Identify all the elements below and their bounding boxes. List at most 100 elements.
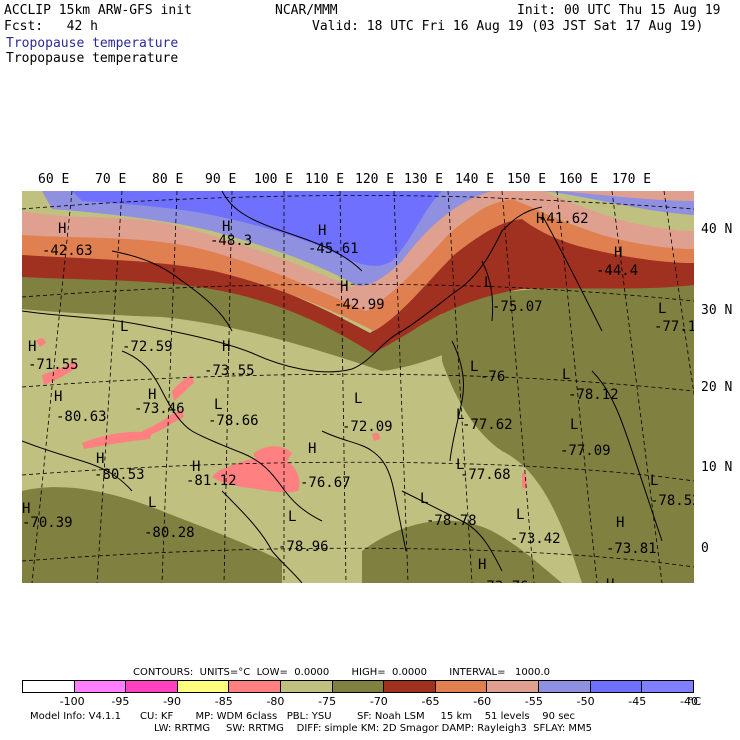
valid-time: Valid: 18 UTC Fri 16 Aug 19 (03 JST Sat … — [312, 19, 704, 34]
extremum-value: -78.12 — [568, 387, 619, 403]
color-bar — [22, 680, 694, 693]
lon-label: 140 E — [455, 172, 495, 187]
extremum-value: -73.42 — [510, 531, 561, 547]
extremum-value: -77.1 — [654, 319, 694, 335]
shade-blue-core — [72, 191, 442, 266]
color-bar-label: -100 — [59, 695, 85, 708]
color-swatch — [229, 681, 282, 692]
low-marker: L — [470, 359, 478, 375]
color-swatch — [487, 681, 540, 692]
extremum-value: -42.99 — [334, 297, 385, 313]
shade-olive-sw — [22, 487, 282, 583]
extremum-value: -77.62 — [462, 417, 513, 433]
low-marker: L — [650, 473, 658, 489]
color-bar-label: -50 — [576, 695, 595, 708]
color-swatch — [590, 681, 643, 692]
low-marker: L — [658, 301, 666, 317]
color-swatch — [642, 681, 693, 692]
low-marker: L — [456, 457, 464, 473]
color-bar-label: -60 — [473, 695, 492, 708]
model-title: ACCLIP 15km ARW-GFS init — [4, 3, 192, 18]
lon-label: 110 E — [305, 172, 345, 187]
color-bar-label: -40 — [680, 695, 698, 708]
color-bar-label: -85 — [214, 695, 233, 708]
shade-red-belt — [22, 217, 694, 353]
lon-label: 160 E — [559, 172, 599, 187]
color-swatch — [332, 681, 385, 692]
color-bar-label: -70 — [369, 695, 388, 708]
color-swatch — [23, 681, 75, 692]
color-swatch — [384, 681, 436, 692]
lon-label: 80 E — [152, 172, 184, 187]
shade-olive-sea — [362, 520, 562, 583]
map-outlines — [22, 191, 663, 583]
lat-label: 0 — [701, 541, 709, 556]
extremum-value: -81.12 — [186, 473, 237, 489]
high-marker: H — [340, 279, 348, 295]
high-marker: H — [606, 577, 614, 583]
color-bar-label: -95 — [111, 695, 130, 708]
color-bar-label: -45 — [628, 695, 647, 708]
lon-label: 120 E — [355, 172, 395, 187]
extremum-value: -78.96 — [278, 539, 329, 555]
color-bar-unit: °C — [688, 695, 702, 708]
lat-label: 20 N — [701, 380, 733, 395]
extremum-value: -80.28 — [144, 525, 195, 541]
extremum-value: -71.55 — [28, 357, 79, 373]
extremum-value: -78.66 — [208, 413, 259, 429]
extremum-value: -45.61 — [308, 241, 359, 257]
color-swatch — [539, 681, 591, 692]
color-swatch — [435, 681, 488, 692]
lat-lon-grid — [22, 191, 694, 583]
extremum-value: -75.07 — [492, 299, 543, 315]
shade-pink-belt — [22, 191, 694, 311]
extremum-value: -48.3 — [210, 233, 252, 249]
model-info-line2: LW: RRTMG SW: RRTMG DIFF: simple KM: 2D … — [154, 723, 593, 734]
low-marker: L — [214, 397, 222, 413]
low-marker: L — [516, 507, 524, 523]
color-bar-label: -75 — [318, 695, 337, 708]
extremum-value: -76.67 — [300, 475, 351, 491]
low-marker: L — [570, 417, 578, 433]
high-marker: H — [478, 557, 486, 573]
lon-label: 100 E — [254, 172, 294, 187]
high-marker: H — [536, 211, 544, 227]
color-swatch — [126, 681, 178, 692]
color-bar-label: -90 — [163, 695, 182, 708]
color-bar-label: -65 — [421, 695, 440, 708]
low-marker: L — [456, 407, 464, 423]
lat-label: 10 N — [701, 460, 733, 475]
high-marker: H — [614, 245, 622, 261]
extremum-value: -78.78 — [426, 513, 477, 529]
extremum-value: -80.53 — [94, 467, 145, 483]
low-marker: L — [562, 367, 570, 383]
low-marker: L — [354, 391, 362, 407]
contours-info: CONTOURS: UNITS=°C LOW= 0.0000 HIGH= 0.0… — [133, 667, 551, 678]
high-marker: H — [22, 501, 30, 517]
low-marker: L — [420, 491, 428, 507]
low-marker: L — [148, 495, 156, 511]
shade-ne-pink — [562, 191, 694, 201]
high-marker: H — [318, 223, 326, 239]
extremum-value: -73.81 — [606, 541, 657, 557]
lon-label: 130 E — [404, 172, 444, 187]
high-marker: H — [54, 389, 62, 405]
extremum-value: -73.46 — [134, 401, 185, 417]
lon-label: 170 E — [612, 172, 652, 187]
high-marker: H — [58, 221, 66, 237]
high-marker: H — [222, 219, 230, 235]
high-low-markers: H-42.63H-48.3H-45.61H-42.99H-41.62H-44.4… — [22, 211, 694, 583]
extremum-value: -77.68 — [460, 467, 511, 483]
extremum-value: -44.4 — [596, 263, 638, 279]
high-marker: H — [148, 387, 156, 403]
model-info-line1: Model Info: V4.1.1 CU: KF MP: WDM 6class… — [30, 711, 576, 722]
init-time: Init: 00 UTC Thu 15 Aug 19 — [517, 3, 721, 18]
extremum-value: -70.39 — [22, 515, 73, 531]
high-marker: H — [616, 515, 624, 531]
extremum-value: -72.59 — [122, 339, 173, 355]
extremum-value: -73.55 — [204, 363, 255, 379]
extremum-value: -78.52 — [650, 493, 694, 509]
color-swatch — [177, 681, 230, 692]
lon-label: 90 E — [205, 172, 237, 187]
field-title-primary: Tropopause temperature — [6, 36, 179, 51]
